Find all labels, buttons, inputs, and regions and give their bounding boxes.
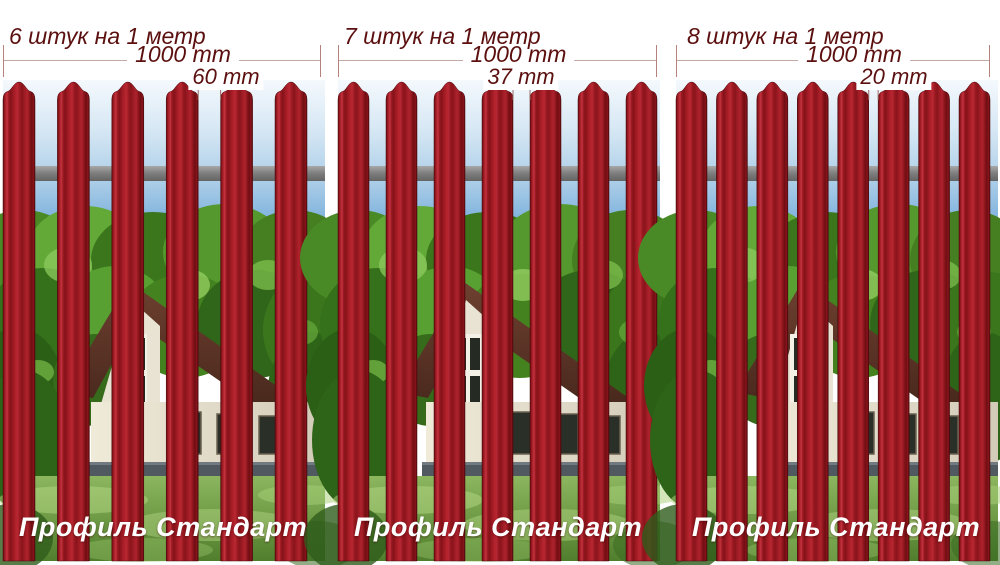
- picket-count-label: 6 штук на 1 метр: [9, 23, 206, 49]
- dimension-tick-left: [676, 45, 677, 77]
- total-width-label: 1000 mm: [798, 41, 910, 68]
- fence-picket: [837, 81, 869, 562]
- fence-picket: [337, 81, 370, 562]
- fence-picket: [2, 81, 36, 562]
- gap-width-label: 20 mm: [856, 64, 932, 90]
- profile-name-caption: Профиль Стандарт: [19, 512, 308, 542]
- fence-spacing-comparison: 6 штук на 1 метр 1000 mm 60 mm Профиль С…: [0, 18, 1000, 565]
- fence-picket: [756, 81, 789, 562]
- total-width-label: 1000 mm: [462, 41, 575, 68]
- fence-picket: [577, 81, 610, 562]
- dimension-tick-left: [3, 45, 4, 77]
- fence-illustration: [0, 74, 368, 565]
- pickets-group: [2, 81, 308, 562]
- fence-panel-6-per-meter: 6 штук на 1 метр 1000 mm 60 mm Профиль С…: [0, 18, 368, 565]
- fence-panel-7-per-meter: 7 штук на 1 метр 1000 mm 37 mm Профиль С…: [299, 18, 703, 565]
- profile-name-caption: Профиль Стандарт: [354, 512, 643, 542]
- fence-picket: [481, 81, 514, 562]
- fence-picket: [111, 81, 145, 562]
- fence-illustration: [299, 74, 703, 565]
- fence-panel-8-per-meter: 8 штук на 1 метр 1000 mm 20 mm Профиль С…: [637, 18, 1000, 565]
- dimension-tick-right: [989, 45, 990, 77]
- pickets-group: [675, 81, 991, 562]
- gap-width-label: 60 mm: [188, 64, 264, 90]
- picket-count-label: 7 штук на 1 метр: [344, 23, 541, 49]
- fence-picket: [625, 81, 658, 562]
- fence-illustration: [637, 74, 1000, 565]
- gap-width-label: 37 mm: [483, 64, 559, 90]
- fence-picket: [958, 81, 991, 562]
- fence-picket: [675, 81, 708, 562]
- total-width-label: 1000 mm: [127, 41, 239, 68]
- fence-picket: [433, 81, 466, 562]
- profile-name-caption: Профиль Стандарт: [692, 512, 981, 542]
- fence-picket: [716, 81, 748, 562]
- pickets-group: [337, 81, 658, 562]
- fence-picket: [877, 81, 910, 562]
- fence-picket: [274, 81, 308, 562]
- fence-picket: [918, 81, 950, 562]
- dimension-tick-right: [320, 45, 321, 77]
- dimension-tick-left: [338, 45, 339, 77]
- fence-picket: [165, 81, 199, 562]
- fence-picket: [57, 81, 90, 562]
- fence-picket: [529, 81, 562, 562]
- dimension-tick-right: [656, 45, 657, 77]
- fence-picket: [220, 81, 253, 562]
- fence-picket: [797, 81, 829, 562]
- fence-picket: [385, 81, 418, 562]
- picket-count-label: 8 штук на 1 метр: [687, 23, 884, 49]
